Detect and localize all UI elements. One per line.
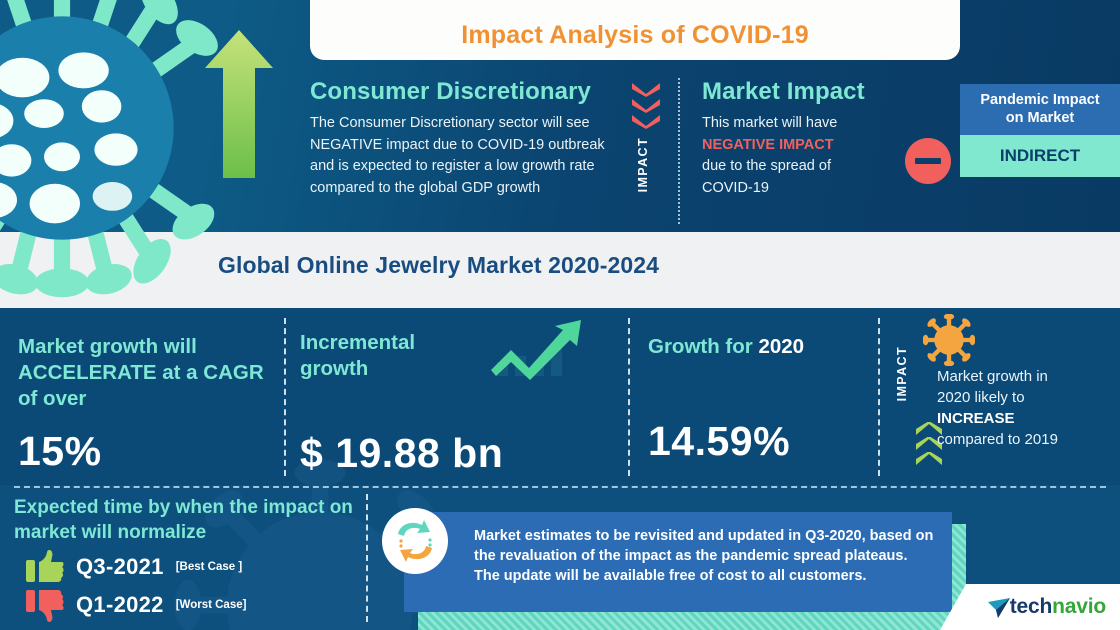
impact-right-panel: IMPACT Market growth in bbox=[895, 314, 1120, 483]
market-impact-line1: This market will have bbox=[702, 115, 838, 131]
normalize-heading: Expected time by when the impact on mark… bbox=[14, 497, 353, 543]
market-impact-panel: Market Impact This market will have NEGA… bbox=[702, 78, 952, 199]
market-title: Global Online Jewelry Market 2020-2024 bbox=[218, 252, 660, 278]
normalize-case-worst: Q1-2022 [Worst Case] bbox=[26, 588, 246, 622]
chevron-down-icon bbox=[632, 83, 660, 97]
impact-right-line1: Market growth in bbox=[937, 368, 1048, 385]
chevron-down-icon bbox=[632, 99, 660, 113]
impact-right-line2: 2020 likely to bbox=[937, 389, 1025, 406]
market-impact-line3: COVID-19 bbox=[702, 179, 769, 196]
impact-divider: IMPACT bbox=[624, 82, 668, 222]
market-impact-highlight: NEGATIVE IMPACT bbox=[702, 136, 834, 153]
stat-growth-label-teal: Growth for bbox=[648, 335, 759, 358]
virus-illustration-icon bbox=[0, 0, 218, 298]
bottom-dashed-divider bbox=[14, 486, 1106, 488]
impact-right-line3: compared to 2019 bbox=[937, 431, 1058, 448]
chevron-up-icon bbox=[916, 422, 942, 435]
impact-right-highlight: INCREASE bbox=[937, 410, 1015, 427]
vertical-dotted-divider bbox=[678, 78, 680, 224]
title-card: Impact Analysis of COVID-19 bbox=[310, 0, 960, 60]
chevron-up-icon bbox=[916, 437, 942, 450]
logo-text: technavio bbox=[1010, 595, 1106, 619]
no-entry-icon bbox=[905, 138, 951, 184]
badge-header-line1: Pandemic Impact bbox=[980, 92, 1100, 108]
virus-orange-icon bbox=[923, 314, 975, 366]
market-impact-heading: Market Impact bbox=[702, 78, 865, 105]
up-arrow-icon bbox=[205, 30, 273, 178]
stat-growth-2020: Growth for 2020 14.59% bbox=[648, 308, 888, 485]
badge-value: INDIRECT bbox=[960, 135, 1120, 177]
chevron-down-icon bbox=[632, 115, 660, 129]
normalize-worst-quarter: Q1-2022 bbox=[76, 592, 164, 617]
callout-text: Market estimates to be revisited and upd… bbox=[474, 528, 934, 584]
impact-label: IMPACT bbox=[636, 137, 650, 193]
stat-cagr: Market growth will ACCELERATE at a CAGR … bbox=[18, 308, 268, 485]
badge-header-line2: on Market bbox=[1005, 110, 1075, 126]
thumbs-up-icon bbox=[26, 550, 64, 582]
stat-cagr-value: 15% bbox=[18, 428, 102, 474]
stat-incremental-growth: Incremental growth $ 19.88 bn bbox=[300, 308, 630, 485]
stats-divider-3 bbox=[878, 318, 880, 476]
callout-box: Market estimates to be revisited and upd… bbox=[404, 512, 952, 612]
impact-right-label: IMPACT bbox=[895, 346, 909, 402]
badge-header: Pandemic Impact on Market bbox=[960, 84, 1120, 135]
trend-up-icon bbox=[491, 320, 581, 380]
stat-incremental-value: $ 19.88 bn bbox=[300, 430, 504, 476]
sector-heading: Consumer Discretionary bbox=[310, 78, 591, 105]
normalize-case-best: Q3-2021 [Best Case ] bbox=[26, 550, 242, 584]
chevron-up-icon bbox=[916, 452, 942, 465]
page-title: Impact Analysis of COVID-19 bbox=[461, 21, 809, 49]
market-impact-line2: due to the spread of bbox=[702, 158, 831, 174]
logo-text-part2: navio bbox=[1052, 595, 1106, 618]
bottom-vertical-divider bbox=[366, 494, 368, 622]
stats-divider-1 bbox=[284, 318, 286, 476]
thumbs-down-icon bbox=[26, 590, 64, 622]
pandemic-impact-badge: Pandemic Impact on Market INDIRECT bbox=[960, 84, 1120, 177]
technavio-logo: technavio bbox=[940, 584, 1120, 630]
logo-text-part1: tech bbox=[1009, 595, 1053, 618]
stat-cagr-label: Market growth will ACCELERATE at a CAGR … bbox=[18, 335, 264, 410]
stat-growth-label-year: 2020 bbox=[758, 335, 805, 358]
sector-body: The Consumer Discretionary sector will s… bbox=[310, 115, 605, 196]
chevron-down-stack bbox=[624, 82, 668, 129]
paper-plane-icon bbox=[988, 598, 1010, 618]
sector-panel: Consumer Discretionary The Consumer Disc… bbox=[310, 78, 620, 199]
normalize-best-tag: [Best Case ] bbox=[175, 561, 243, 573]
logo-background bbox=[940, 584, 1120, 630]
stats-divider-2 bbox=[628, 318, 630, 476]
stat-growth-value: 14.59% bbox=[648, 418, 791, 464]
normalize-worst-tag: [Worst Case] bbox=[175, 599, 247, 611]
chevron-up-stack bbox=[915, 422, 943, 466]
refresh-cycle-icon bbox=[382, 508, 448, 574]
normalize-best-quarter: Q3-2021 bbox=[76, 554, 164, 579]
stat-incremental-label: Incremental growth bbox=[300, 331, 416, 380]
market-title-band bbox=[0, 232, 1120, 308]
